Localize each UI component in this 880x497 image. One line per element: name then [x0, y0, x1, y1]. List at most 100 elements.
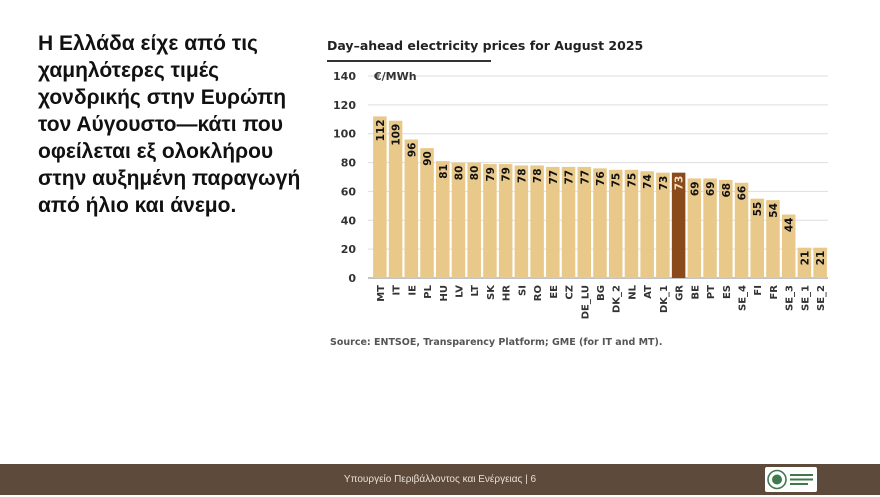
- bar: [530, 165, 544, 278]
- x-tick-label: CZ: [565, 285, 576, 300]
- bar: [546, 166, 560, 278]
- bar: [608, 169, 623, 278]
- data-label: 79: [501, 167, 513, 182]
- bar: [640, 171, 654, 278]
- data-label: 109: [391, 124, 403, 146]
- y-tick-label: 0: [348, 272, 356, 285]
- data-label: 81: [438, 164, 450, 179]
- bar: [593, 168, 607, 278]
- x-tick-label: SE_4: [738, 285, 749, 311]
- data-label: 80: [469, 166, 481, 181]
- bar: [813, 247, 827, 278]
- x-tick-label: SE_3: [785, 285, 796, 311]
- x-tick-label: SE_1: [800, 285, 811, 311]
- ministry-logo: [765, 467, 817, 492]
- bar: [483, 164, 497, 278]
- bar: [671, 172, 686, 278]
- x-tick-label: SI: [517, 285, 528, 296]
- x-tick-label: PT: [706, 285, 717, 299]
- data-label: 66: [737, 186, 749, 201]
- footer-bar: Υπουργείο Περιβάλλοντος και Ενέργειας | …: [0, 464, 880, 495]
- slide-headline: Η Ελλάδα είχε από τις χαμηλότερες τιμές …: [38, 32, 301, 217]
- x-tick-label: IT: [392, 285, 403, 296]
- data-label: 112: [375, 119, 387, 141]
- bar: [703, 178, 717, 278]
- data-label: 75: [626, 173, 638, 188]
- bar: [577, 166, 592, 278]
- bar: [388, 120, 403, 278]
- data-label: 73: [674, 176, 686, 191]
- data-label: 77: [548, 170, 560, 185]
- data-label: 78: [532, 168, 544, 183]
- data-label: 55: [752, 202, 764, 217]
- y-axis-label: €/MWh: [373, 70, 417, 83]
- data-label: 76: [595, 171, 607, 186]
- x-tick-label: NL: [627, 284, 638, 299]
- x-tick-label: FR: [769, 285, 780, 300]
- source-note: Source: ENTSOE, Transparency Platform; G…: [330, 337, 663, 348]
- x-tick-label: FI: [753, 285, 764, 296]
- bar: [561, 166, 576, 278]
- x-tick-label: DK_1: [659, 285, 670, 313]
- y-tick-label: 80: [341, 157, 357, 170]
- x-tick-label: DE_LU: [580, 285, 591, 319]
- bar: [498, 164, 513, 278]
- bar: [467, 162, 481, 278]
- bar: [734, 182, 749, 278]
- bar: [451, 162, 466, 278]
- data-label: 75: [611, 173, 623, 188]
- x-tick-label: GR: [675, 285, 686, 301]
- bar: [766, 200, 780, 278]
- x-tick-label: HR: [502, 285, 513, 301]
- x-tick-label: SE_2: [816, 285, 827, 311]
- data-label: 54: [768, 203, 780, 218]
- bar: [404, 139, 419, 278]
- data-label: 73: [658, 176, 670, 191]
- data-label: 74: [642, 174, 654, 189]
- chart-title: Day–ahead electricity prices for August …: [327, 38, 644, 53]
- data-label: 69: [689, 181, 701, 196]
- y-tick-label: 40: [341, 214, 357, 227]
- data-label: 96: [406, 142, 418, 157]
- x-tick-label: RO: [533, 285, 544, 301]
- data-label: 44: [784, 218, 796, 233]
- x-tick-label: IE: [407, 285, 418, 296]
- bar: [514, 165, 529, 278]
- y-tick-label: 140: [333, 70, 356, 83]
- x-tick-label: MT: [376, 285, 387, 302]
- bar: [624, 169, 639, 278]
- title-underline: [327, 60, 491, 62]
- x-tick-label: HU: [439, 285, 450, 302]
- x-tick-label: PL: [423, 284, 434, 298]
- x-tick-label: LT: [470, 285, 481, 297]
- x-tick-label: AT: [643, 285, 654, 299]
- x-tick-label: ES: [722, 285, 733, 299]
- data-label: 90: [422, 151, 434, 166]
- bar: [797, 247, 812, 278]
- y-tick-label: 60: [341, 185, 357, 198]
- y-tick-label: 100: [333, 128, 356, 141]
- y-tick-label: 20: [341, 243, 357, 256]
- data-label: 77: [564, 170, 576, 185]
- data-label: 21: [799, 251, 811, 266]
- data-label: 77: [579, 170, 591, 185]
- data-label: 80: [453, 166, 465, 181]
- bar: [373, 116, 387, 279]
- y-tick-label: 120: [333, 99, 356, 112]
- bar-chart: 0 20 40 60 80 100 120 140 €/MWh 112 MT 109 IT 96 IE 90 P…: [333, 70, 828, 319]
- data-label: 21: [815, 251, 827, 266]
- data-label: 78: [516, 168, 528, 183]
- data-label: 68: [721, 183, 733, 198]
- x-tick-label: DK_2: [612, 285, 623, 313]
- bar: [719, 179, 733, 278]
- bar: [656, 172, 670, 278]
- bar: [781, 214, 796, 278]
- bar: [435, 161, 450, 278]
- x-tick-label: SK: [486, 284, 497, 300]
- x-tick-label: BG: [596, 285, 607, 301]
- bar: [750, 198, 765, 278]
- data-label: 79: [485, 167, 497, 182]
- bar: [687, 178, 702, 278]
- bar: [420, 148, 434, 278]
- x-tick-label: BE: [690, 285, 701, 300]
